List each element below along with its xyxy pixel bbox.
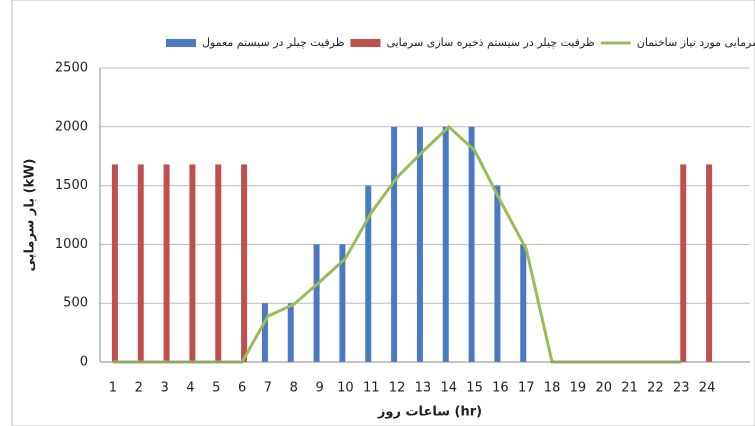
bar xyxy=(706,164,713,362)
x-tick-label: 14 xyxy=(440,381,457,396)
legend-swatch xyxy=(166,39,196,47)
x-tick-label: 23 xyxy=(673,381,690,396)
x-tick-label: 1 xyxy=(109,381,117,396)
x-tick-label: 9 xyxy=(315,381,323,396)
bar xyxy=(365,185,372,362)
x-tick-label: 20 xyxy=(595,381,612,396)
bar xyxy=(391,126,398,362)
bar xyxy=(494,185,501,362)
y-axis-label: بار سرمایی (kW) xyxy=(23,158,38,271)
bar xyxy=(241,164,248,362)
x-tick-label: 10 xyxy=(337,381,354,396)
x-tick-label: 21 xyxy=(621,381,638,396)
x-tick-label: 24 xyxy=(699,381,716,396)
x-tick-label: 7 xyxy=(264,381,272,396)
x-tick-label: 4 xyxy=(186,381,194,396)
x-tick-label: 6 xyxy=(238,381,246,396)
bar xyxy=(680,164,687,362)
x-tick-label: 19 xyxy=(570,381,587,396)
x-tick-label: 22 xyxy=(647,381,664,396)
chart-frame xyxy=(11,0,755,426)
bar xyxy=(442,126,449,362)
x-tick-label: 11 xyxy=(363,381,380,396)
x-tick-label: 12 xyxy=(389,381,406,396)
legend-swatch xyxy=(350,39,381,47)
bar xyxy=(163,164,170,362)
bar xyxy=(261,303,268,362)
x-tick-label: 8 xyxy=(290,381,298,396)
x-tick-label: 17 xyxy=(518,381,535,396)
bar xyxy=(468,126,475,362)
bar xyxy=(215,164,222,362)
y-tick-label: 2000 xyxy=(55,119,88,134)
bar xyxy=(111,164,118,362)
x-tick-label: 2 xyxy=(135,381,143,396)
bar xyxy=(339,244,346,362)
bar xyxy=(189,164,196,362)
x-tick-label: 3 xyxy=(160,381,168,396)
y-tick-label: 0 xyxy=(80,355,88,370)
legend-label: ظرفیت چیلر در سیستم ذخیره سازی سرمایی xyxy=(386,36,595,49)
bar xyxy=(287,303,294,362)
bar xyxy=(520,244,527,362)
x-tick-label: 15 xyxy=(466,381,483,396)
x-tick-label: 13 xyxy=(415,381,432,396)
bar xyxy=(416,126,423,362)
legend: ظرفیت چیلر در سیستم معمول ظرفیت چیلر در س… xyxy=(166,36,755,49)
x-axis-label: ساعات روز (hr) xyxy=(377,405,482,420)
y-tick-label: 1500 xyxy=(55,178,88,193)
legend-label: ظرفیت چیلر در سیستم معمول xyxy=(202,36,345,49)
bar xyxy=(313,244,320,362)
y-tick-label: 1000 xyxy=(55,237,88,252)
legend-label: بار سرمایی مورد نیاز ساختمان xyxy=(637,36,755,49)
x-tick-label: 18 xyxy=(544,381,561,396)
y-tick-label: 500 xyxy=(63,296,88,311)
bar xyxy=(137,164,144,362)
y-tick-label: 2500 xyxy=(55,61,88,76)
x-tick-label: 5 xyxy=(212,381,220,396)
x-tick-label: 16 xyxy=(492,381,509,396)
